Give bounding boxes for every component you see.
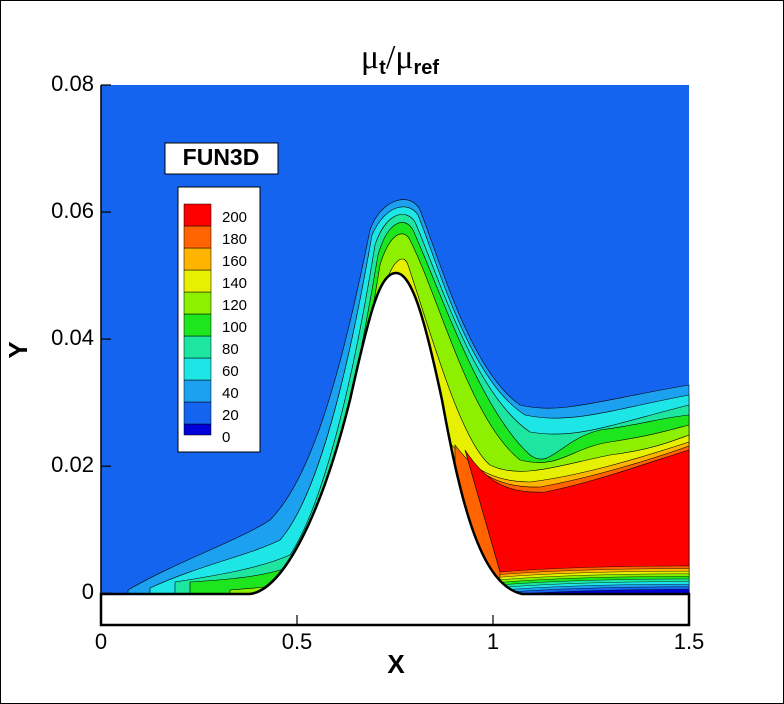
title-part: /μ — [386, 39, 414, 76]
chart-title: μt/μref — [361, 39, 440, 79]
legend-swatch — [183, 203, 212, 227]
legend-swatch — [183, 335, 212, 359]
y-tick-label: 0.04 — [51, 325, 94, 350]
surface — [99, 271, 691, 627]
legend-label: 120 — [222, 297, 247, 314]
legend-label: 180 — [222, 231, 247, 248]
x-tick-label: 0 — [95, 629, 107, 654]
legend-label: 160 — [222, 253, 247, 270]
legend-label: 0 — [222, 429, 230, 446]
y-tick-label: 0 — [82, 579, 94, 604]
legend-swatch — [183, 423, 212, 436]
x-tick-label: 1.5 — [674, 629, 705, 654]
legend-swatch — [183, 291, 212, 315]
title-part: t — [379, 57, 386, 79]
legend-label: 200 — [222, 209, 247, 226]
legend-label: 100 — [222, 319, 247, 336]
y-tick-label: 0.06 — [51, 198, 94, 223]
y-axis-label: Y — [3, 341, 33, 358]
legend-swatch — [183, 379, 212, 403]
legend-label: 140 — [222, 275, 247, 292]
y-tick-label: 0.08 — [51, 71, 94, 96]
annotation-box — [164, 142, 279, 175]
legend-label: 80 — [222, 341, 239, 358]
annotation: FUN3D — [183, 144, 260, 170]
legend-swatch — [183, 313, 212, 337]
legend-swatch — [183, 247, 212, 271]
y-tick-label: 0.02 — [51, 452, 94, 477]
legend-label: 20 — [222, 407, 239, 424]
legend-swatch — [183, 225, 212, 249]
legend-label: 40 — [222, 385, 239, 402]
legend-swatch — [183, 269, 212, 293]
x-tick-label: 0.5 — [282, 629, 313, 654]
legend-label: 60 — [222, 363, 239, 380]
title-part: ref — [414, 57, 440, 79]
x-axis-label: X — [387, 649, 405, 679]
title-part: μ — [361, 39, 379, 76]
legend-swatch — [183, 357, 212, 381]
legend-swatch — [183, 401, 212, 425]
x-tick-label: 1 — [487, 629, 499, 654]
